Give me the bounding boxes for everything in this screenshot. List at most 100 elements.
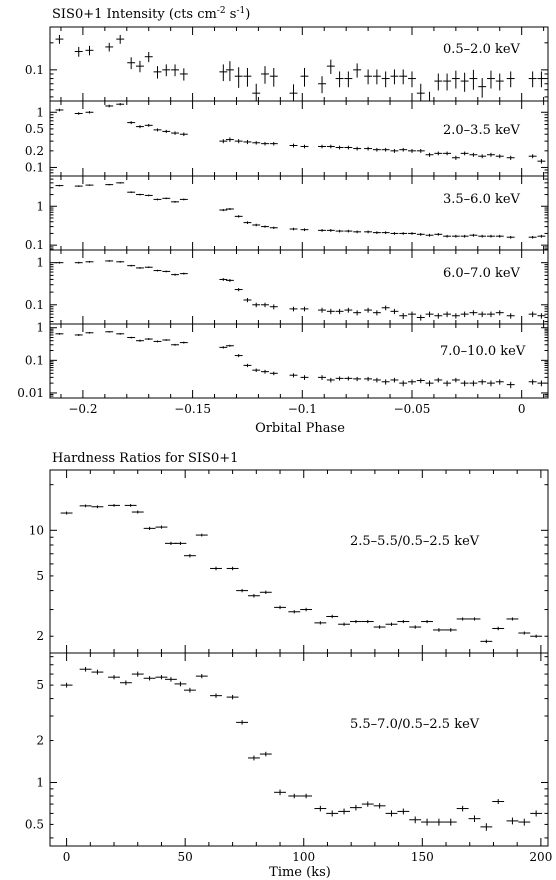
data-point bbox=[162, 64, 171, 77]
data-point bbox=[289, 373, 298, 378]
data-point bbox=[174, 681, 187, 687]
data-point bbox=[261, 66, 269, 84]
data-point bbox=[236, 588, 249, 593]
data-point bbox=[210, 693, 222, 698]
x-tick-label: −0.2 bbox=[68, 402, 97, 416]
data-point bbox=[537, 159, 546, 164]
data-point bbox=[162, 339, 171, 341]
data-point bbox=[434, 377, 443, 383]
y-tick-label: 1 bbox=[36, 256, 44, 270]
panel-label: 2.5–5.5/0.5–2.5 keV bbox=[350, 534, 480, 549]
data-point bbox=[460, 380, 469, 387]
data-point bbox=[390, 232, 399, 235]
y-tick-label: 2 bbox=[36, 629, 44, 643]
data-point bbox=[335, 145, 344, 150]
data-point bbox=[300, 375, 309, 380]
data-point bbox=[408, 232, 416, 235]
top-xlabel: Orbital Phase bbox=[255, 421, 345, 436]
data-point bbox=[373, 803, 386, 809]
y-tick-label: 0.5 bbox=[25, 122, 44, 136]
data-point bbox=[116, 103, 125, 106]
data-point bbox=[195, 674, 208, 679]
y-tick-label: 0.1 bbox=[25, 353, 44, 367]
data-point bbox=[364, 69, 373, 85]
data-point bbox=[399, 147, 408, 152]
data-point bbox=[344, 376, 353, 381]
data-point bbox=[144, 338, 153, 341]
y-tick-label: 0.5 bbox=[25, 817, 44, 831]
data-point bbox=[451, 377, 460, 383]
data-point bbox=[300, 67, 309, 87]
data-point bbox=[144, 266, 153, 269]
data-point bbox=[225, 208, 234, 211]
data-point bbox=[116, 182, 125, 184]
data-point bbox=[55, 261, 64, 264]
data-point bbox=[127, 264, 136, 267]
top-title: SIS0+1 Intensity (cts cm-2 s-1) bbox=[52, 6, 250, 22]
y-tick-label: 1 bbox=[36, 105, 44, 119]
data-point bbox=[219, 278, 228, 281]
data-point bbox=[85, 45, 94, 56]
data-point bbox=[91, 669, 104, 675]
x-tick-label: 0 bbox=[63, 850, 71, 864]
data-point bbox=[528, 154, 537, 159]
data-point bbox=[318, 229, 326, 232]
data-point bbox=[261, 302, 269, 308]
data-point bbox=[469, 69, 478, 90]
data-point bbox=[495, 379, 504, 385]
data-point bbox=[243, 67, 252, 87]
data-point bbox=[408, 379, 416, 385]
data-point bbox=[225, 61, 234, 82]
y-tick-label: 0.01 bbox=[17, 386, 44, 400]
panel-label: 5.5–7.0/0.5–2.5 keV bbox=[350, 717, 480, 732]
data-point bbox=[236, 720, 249, 725]
data-point bbox=[409, 816, 422, 824]
data-point bbox=[487, 70, 495, 89]
panel-frame bbox=[49, 26, 549, 102]
panel-frame bbox=[49, 323, 549, 399]
data-point bbox=[416, 314, 425, 321]
data-point bbox=[314, 805, 327, 812]
top-title-main: SIS0+1 Intensity (cts cm bbox=[52, 7, 217, 22]
data-point bbox=[261, 369, 269, 374]
data-point bbox=[143, 526, 156, 530]
data-point bbox=[85, 111, 94, 114]
data-point bbox=[269, 226, 278, 230]
data-point bbox=[116, 332, 125, 335]
data-point bbox=[530, 634, 543, 638]
data-point bbox=[225, 344, 234, 347]
data-point bbox=[144, 52, 153, 63]
data-point bbox=[55, 332, 64, 335]
data-point bbox=[326, 377, 335, 383]
data-point bbox=[353, 230, 362, 234]
data-point bbox=[326, 144, 335, 149]
data-point bbox=[456, 617, 469, 621]
data-point bbox=[105, 331, 114, 333]
x-tick-label: 200 bbox=[529, 850, 552, 864]
data-point bbox=[274, 605, 286, 610]
bottom-title: Hardness Ratios for SIS0+1 bbox=[52, 451, 238, 466]
data-point bbox=[537, 71, 546, 88]
data-point bbox=[171, 200, 179, 203]
x-tick-label: −0.05 bbox=[394, 402, 431, 416]
data-point bbox=[460, 234, 469, 238]
data-point bbox=[390, 377, 399, 383]
data-point bbox=[252, 302, 261, 308]
data-point bbox=[226, 694, 239, 700]
data-point bbox=[478, 234, 487, 238]
data-point bbox=[372, 377, 381, 383]
data-point bbox=[243, 221, 252, 224]
data-point bbox=[248, 593, 260, 598]
data-point bbox=[335, 229, 344, 233]
data-point bbox=[153, 340, 162, 343]
top-title-end: ) bbox=[245, 7, 250, 22]
y-tick-label: 1 bbox=[36, 199, 44, 213]
data-point bbox=[252, 368, 261, 372]
data-point bbox=[225, 137, 234, 142]
data-point bbox=[127, 57, 136, 70]
data-point bbox=[318, 375, 326, 380]
data-point bbox=[451, 234, 460, 238]
data-point bbox=[344, 145, 353, 150]
data-point bbox=[381, 379, 390, 385]
